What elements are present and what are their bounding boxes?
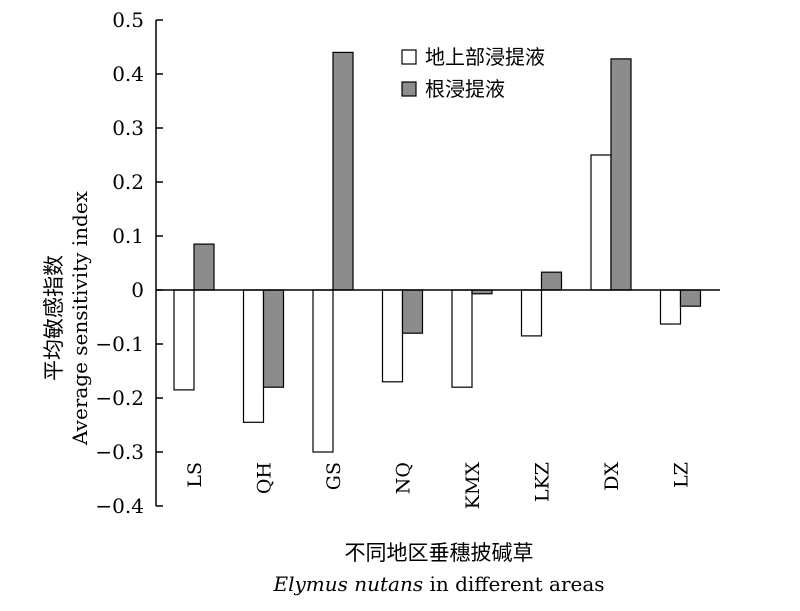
axes-group [155,19,720,507]
category-label-text: DX [601,462,623,491]
bar-lkz-series-0 [520,289,543,337]
x-axis-title-rest: in different areas [423,572,604,596]
legend-label-root: 根浸提液 [425,77,505,101]
category-label-qh: QH [254,462,276,494]
y-axis-title-cn: 平均敏感指数 [42,255,66,381]
category-label-text: LS [184,462,206,488]
bar-lz-series-1 [679,289,702,307]
category-label-kmx: KMX [462,462,484,510]
legend-swatch-shoot [401,49,417,65]
bar-dx-series-1 [610,58,632,291]
bar-gs-series-1 [332,51,354,291]
bar-lz-series-0 [659,289,682,325]
y-tick-label: −0.2 [95,386,144,410]
bar-nq-series-0 [381,289,404,383]
y-tick-label: 0.4 [112,62,144,86]
y-tick-label: −0.3 [95,440,144,464]
bar-qh-series-1 [262,289,285,388]
y-tick-label: 0.5 [112,8,144,32]
y-tick-label: −0.4 [95,494,144,518]
category-label-ls: LS [184,462,206,488]
y-axis-title: 平均敏感指数 Average sensitivity index [42,190,92,446]
bar-dx-series-0 [590,154,612,291]
y-tick-label: 0 [131,278,144,302]
category-label-text: LZ [671,462,693,488]
x-axis-title-cn: 不同地区垂穗披碱草 [345,541,534,565]
category-label-lz: LZ [671,462,693,488]
category-label-lkz: LKZ [532,462,554,502]
category-label-nq: NQ [393,462,415,494]
y-tick-labels: 0.5 0.4 0.3 0.2 0.1 0 −0.1 −0.2 −0.3 −0.4 [95,8,144,518]
category-label-text: GS [323,462,345,490]
bar-ls-series-0 [173,289,195,391]
y-tick-label: 0.1 [112,224,144,248]
bar-kmx-series-0 [451,289,473,388]
category-label-text: LKZ [532,462,554,502]
y-tick-label: −0.1 [95,332,144,356]
category-label-dx: DX [601,462,623,491]
bars-group [173,51,702,453]
legend: 地上部浸提液 根浸提液 [401,45,545,101]
bar-gs-series-0 [312,289,334,453]
category-label-text: KMX [462,462,484,510]
y-tick-label: 0.2 [112,170,144,194]
bar-ls-series-1 [193,243,215,291]
category-labels: LS QH GS NQ KMX LKZ DX LZ [184,462,693,510]
bar-nq-series-1 [401,289,424,334]
category-label-text: NQ [393,462,415,494]
legend-swatch-root [401,81,417,97]
y-tick-label: 0.3 [112,116,144,140]
x-axis-title-en: Elymus nutans in different areas [272,572,604,596]
category-label-text: QH [254,462,276,494]
bar-qh-series-0 [242,289,265,423]
y-axis-title-en: Average sensitivity index [68,190,92,446]
category-label-gs: GS [323,462,345,490]
legend-label-shoot: 地上部浸提液 [425,45,545,69]
bar-lkz-series-1 [540,271,563,291]
x-axis-title-species: Elymus nutans [272,572,423,596]
